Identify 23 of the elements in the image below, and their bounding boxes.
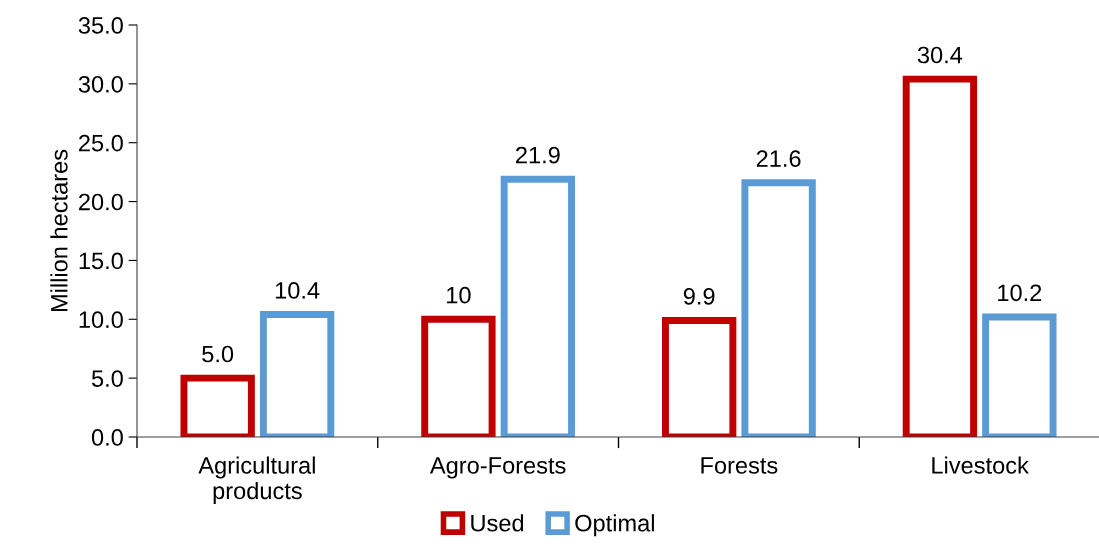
y-tick-label: 0.0 — [91, 429, 123, 446]
data-label: 21.6 — [756, 150, 801, 167]
data-label: 10.2 — [998, 284, 1042, 302]
data-label: 10.4 — [275, 282, 320, 299]
x-tick-label: Livestock — [932, 456, 1029, 474]
y-tick-label: 35.0 — [78, 17, 123, 34]
legend-label: Used — [471, 514, 524, 532]
y-tick-label: 15.0 — [79, 252, 123, 270]
y-tick-label: 5.0 — [91, 370, 123, 387]
x-tick-label: Forests — [701, 457, 778, 474]
data-label: 5.0 — [202, 345, 234, 363]
y-tick-label: 25.0 — [79, 134, 123, 152]
y-tick-label: 10.0 — [79, 311, 123, 329]
y-axis-title: Million hectares — [50, 149, 68, 312]
y-tick-label: 30.0 — [78, 75, 123, 93]
data-label: 10 — [447, 286, 471, 304]
legend-label: Optimal — [575, 514, 654, 537]
x-tick-label: Agricultural products — [198, 456, 315, 504]
data-label: 9.9 — [683, 287, 715, 305]
x-tick-label: Agro-Forests — [429, 457, 566, 479]
data-label: 30.4 — [917, 46, 963, 64]
y-tick-label: 20.0 — [79, 193, 123, 211]
data-label: 21.9 — [516, 146, 560, 164]
